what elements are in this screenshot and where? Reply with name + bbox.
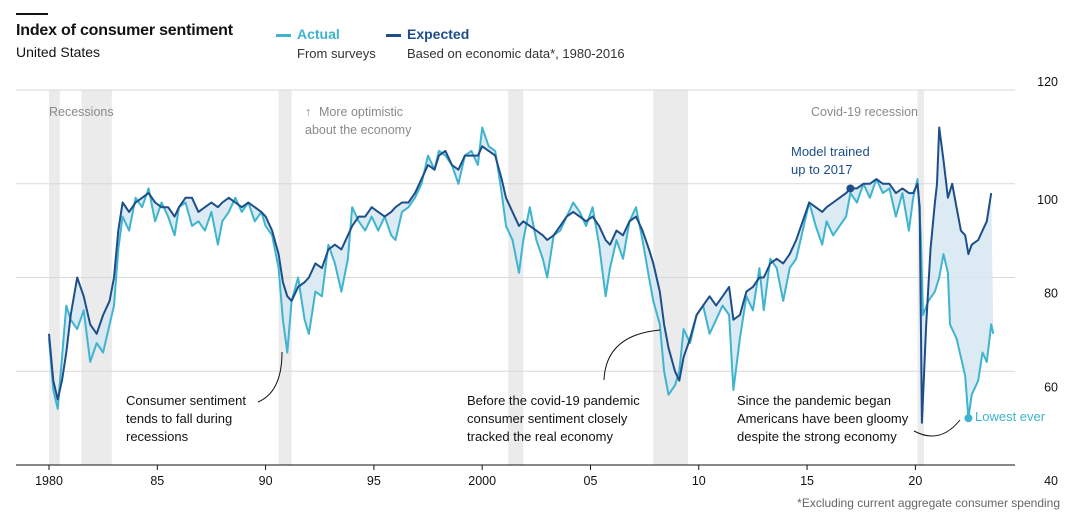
y-tick-label-80: 80 [1044, 287, 1058, 301]
before-note-line-2: consumer sentiment closely [467, 411, 628, 426]
model-trained-line-1: Model trained [791, 144, 870, 159]
x-tick-label-85: 85 [150, 474, 164, 488]
chart-title: Index of consumer sentiment [16, 22, 233, 39]
model-trained-marker [846, 184, 855, 193]
optimistic-arrow: ↑ [305, 105, 311, 119]
consumer-note-line-2: tends to fall during [126, 411, 232, 426]
footnote: *Excluding current aggregate consumer sp… [797, 496, 1060, 510]
model-trained-line-2: up to 2017 [791, 162, 852, 177]
x-tick-label-95: 95 [367, 474, 381, 488]
x-tick-label-1980: 1980 [35, 474, 63, 488]
covid-recession-label: Covid-19 recession [811, 105, 918, 119]
series-lines [48, 126, 995, 424]
top-rule [16, 13, 48, 15]
actual-series-line [48, 126, 995, 420]
legend-actual-name: Actual [297, 26, 340, 42]
expected-series-line [48, 126, 993, 424]
x-tick-label-20: 20 [908, 474, 922, 488]
y-tick-label-40: 40 [1044, 474, 1058, 488]
legend-actual-desc: From surveys [297, 46, 376, 61]
x-tick-label-10: 10 [692, 474, 706, 488]
since-callout-line [913, 419, 961, 437]
lowest-ever-marker [964, 414, 973, 423]
optimistic-line-2: about the economy [305, 123, 412, 137]
optimistic-line-1: More optimistic [319, 105, 403, 119]
before-note-line-1: Before the covid-19 pandemic [467, 393, 640, 408]
x-tick-label-90: 90 [259, 474, 273, 488]
since-note-line-3: despite the strong economy [737, 429, 897, 444]
legend-expected-name: Expected [407, 26, 470, 42]
y-tick-label-60: 60 [1044, 380, 1058, 394]
annotations: Recessions Covid-19 recession ↑ More opt… [49, 105, 1046, 444]
consumer-note-line-1: Consumer sentiment [126, 393, 246, 408]
since-note-line-1: Since the pandemic began [737, 393, 891, 408]
recessions-label: Recessions [49, 105, 114, 119]
legend-expected-desc: Based on economic data*, 1980-2016 [407, 46, 625, 61]
y-tick-label-100: 100 [1037, 193, 1058, 207]
x-tick-label-05: 05 [584, 474, 598, 488]
axes: 40 60 80 100 120 1980 85 90 95 2000 05 10 15 20 [16, 75, 1058, 488]
legend-expected-swatch [386, 34, 401, 37]
y-tick-label-120: 120 [1037, 75, 1058, 89]
chart-subtitle: United States [16, 44, 101, 60]
before-callout-line [603, 329, 661, 381]
consumer-callout-line [257, 351, 283, 403]
legend-actual-swatch [276, 34, 291, 37]
x-tick-label-15: 15 [800, 474, 814, 488]
before-note-line-3: tracked the real economy [467, 429, 613, 444]
lowest-ever-label: Lowest ever [975, 409, 1046, 424]
gridlines [16, 89, 1015, 372]
consumer-note-line-3: recessions [126, 429, 189, 444]
since-note-line-2: Americans have been gloomy [737, 411, 909, 426]
x-tick-label-2000: 2000 [468, 474, 496, 488]
